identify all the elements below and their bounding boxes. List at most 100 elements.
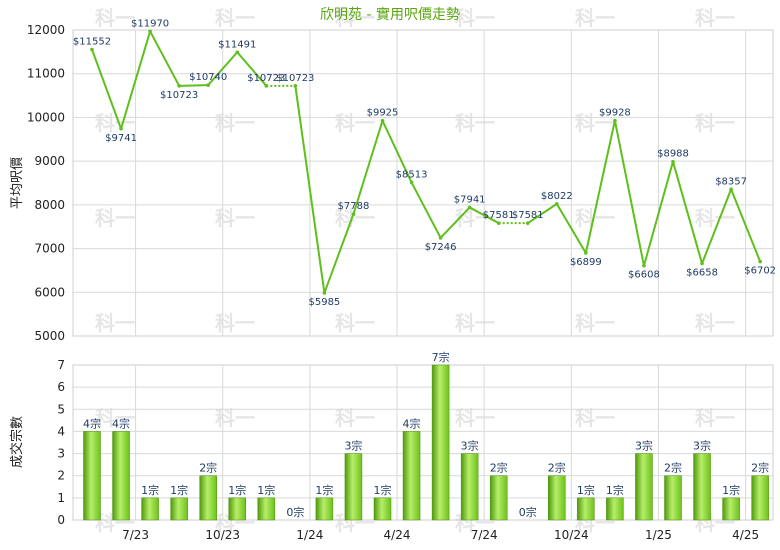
bar-data-label: 1宗 <box>257 483 275 497</box>
top-y-tick-label: 8000 <box>34 198 65 212</box>
line-data-label: $7246 <box>425 242 457 253</box>
line-segment <box>613 120 645 266</box>
line-data-label: $7788 <box>338 201 370 212</box>
line-data-label: $7581 <box>483 210 515 221</box>
line-point <box>642 263 646 268</box>
line-point <box>206 83 210 87</box>
watermark-text: 科一 <box>455 406 495 430</box>
line-point <box>613 118 617 123</box>
watermark-text: 科一 <box>455 6 495 30</box>
bottom-plot-frame <box>72 364 774 521</box>
line-segment <box>179 84 209 87</box>
bar-data-label: 2宗 <box>664 461 682 475</box>
x-tick-label: 10/23 <box>205 528 240 542</box>
top-y-tick-label: 6000 <box>34 285 65 299</box>
bar-data-label: 7宗 <box>432 350 450 364</box>
bar-data-label: 0宗 <box>519 505 537 519</box>
line-segment <box>469 206 500 225</box>
bar <box>257 497 276 521</box>
line-point <box>264 84 269 88</box>
line-segment <box>701 188 733 264</box>
watermark-text: 科一 <box>695 111 735 135</box>
bottom-y-tick-label: 0 <box>57 513 65 527</box>
line-segment <box>672 161 704 264</box>
line-point <box>700 261 704 266</box>
watermark-text: 科一 <box>335 406 375 430</box>
watermark-text: 科一 <box>575 406 615 430</box>
watermark-text: 科一 <box>215 311 255 335</box>
bar-data-label: 4宗 <box>112 416 130 430</box>
watermark-text: 科一 <box>455 111 495 135</box>
line-segment <box>294 85 326 294</box>
watermark-text: 科一 <box>95 206 135 230</box>
bar <box>373 497 392 521</box>
bar <box>141 497 159 521</box>
bar <box>693 453 711 521</box>
watermark-text: 科一 <box>695 406 735 430</box>
line-segment <box>730 188 762 262</box>
bar <box>577 497 595 521</box>
line-data-label: $10723 <box>160 90 198 101</box>
bar-data-label: 1宗 <box>170 483 188 497</box>
line-segment <box>207 51 238 86</box>
line-point <box>177 84 181 88</box>
x-tick-label: 10/24 <box>554 528 589 542</box>
line-data-label: $9928 <box>599 108 631 119</box>
bar <box>344 453 363 521</box>
line-segment <box>584 120 616 254</box>
line-segment <box>381 120 413 183</box>
line-segment <box>439 206 471 239</box>
line-point <box>351 212 356 216</box>
chart-title: 欣明苑 - 實用呎價走勢 <box>320 6 460 23</box>
top-y-tick-label: 5000 <box>34 329 65 343</box>
line-data-label: $11491 <box>218 39 256 50</box>
line-data-label: $11970 <box>131 18 169 29</box>
line-data-label: $11552 <box>73 37 111 48</box>
bottom-chart-grid: 0 1 2 3 4 5 6 7 7/23 10/23 1/24 4/24 7/24 10/24 1/25 4/… <box>57 358 774 542</box>
top-y-tick-label: 10000 <box>27 110 65 124</box>
line-point <box>671 159 675 164</box>
bar <box>664 475 682 521</box>
line-series <box>90 29 762 295</box>
watermark-text: 科一 <box>215 6 255 30</box>
line-data-label: $5985 <box>308 297 340 308</box>
line-segment <box>642 161 674 266</box>
bar-series: 4宗 4宗 1宗 1宗 2宗 1宗 1宗 0宗 1宗 3宗 1宗 4宗 7宗 3宗 2宗 0宗 2宗 1宗 1宗 3宗… <box>83 350 769 521</box>
bar <box>460 453 479 521</box>
line-data-label: $7941 <box>454 194 486 205</box>
watermark-text: 科一 <box>215 111 255 135</box>
bar-data-label: 1宗 <box>606 483 624 497</box>
watermark-text: 科一 <box>215 206 255 230</box>
line-data-label: $6658 <box>686 268 718 279</box>
top-y-tick-label: 9000 <box>34 154 65 168</box>
bar <box>170 497 188 521</box>
bottom-y-tick-label: 1 <box>57 491 65 505</box>
line-point <box>322 291 327 295</box>
line-point <box>729 187 733 192</box>
line-data-label: $8357 <box>715 176 747 187</box>
watermark-text: 科一 <box>575 311 615 335</box>
x-tick-label: 4/24 <box>384 528 411 542</box>
top-y-tick-label: 7000 <box>34 242 65 256</box>
bar-data-label: 1宗 <box>722 483 740 497</box>
line-data-label: $10723 <box>276 73 314 84</box>
line-point <box>293 84 298 88</box>
line-point <box>584 251 588 255</box>
watermark-text: 科一 <box>95 311 135 335</box>
bar-data-label: 1宗 <box>315 483 333 497</box>
line-data-label: $6899 <box>570 257 602 268</box>
bar-data-label: 4宗 <box>403 416 421 430</box>
top-plot-frame <box>72 29 774 337</box>
x-tick-label: 7/24 <box>471 528 498 542</box>
watermark-text: 科一 <box>695 311 735 335</box>
line-data-label: $6608 <box>628 270 660 281</box>
line-data-label: $9741 <box>105 133 137 144</box>
watermark-text: 科一 <box>575 6 615 30</box>
bottom-y-tick-label: 5 <box>57 402 65 416</box>
line-data-label: $9925 <box>367 108 399 119</box>
bottom-y-axis-title: 成交宗數 <box>9 416 25 468</box>
line-point <box>409 180 414 185</box>
top-y-axis-title: 平均呎價 <box>10 157 25 209</box>
